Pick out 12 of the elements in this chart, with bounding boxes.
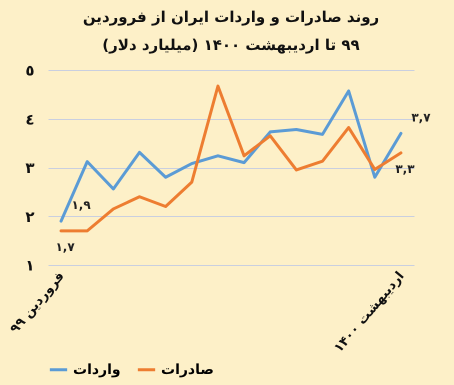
data-label: ۱,۷ [55,240,76,254]
y-tick-label: ٣ [25,159,34,177]
data-label: ۳,۳ [395,162,416,176]
legend-label: واردات [73,362,121,378]
y-tick-label: ٢ [25,208,34,226]
y-tick-label: ٤ [25,110,34,128]
data-label: ۱,۹ [71,198,92,212]
data-label: ۳,۷ [411,110,432,124]
legend-label: صادرات [161,362,214,378]
y-tick-label: ٥ [25,62,34,80]
x-tick-label: اردیبهشت ۱۴۰۰ [331,269,408,356]
chart-title: روند صادرات و واردات ایران از فروردین ۹۹ تا اردیبهشت ۱۴۰۰ (میلیارد دلار) [82,8,380,54]
